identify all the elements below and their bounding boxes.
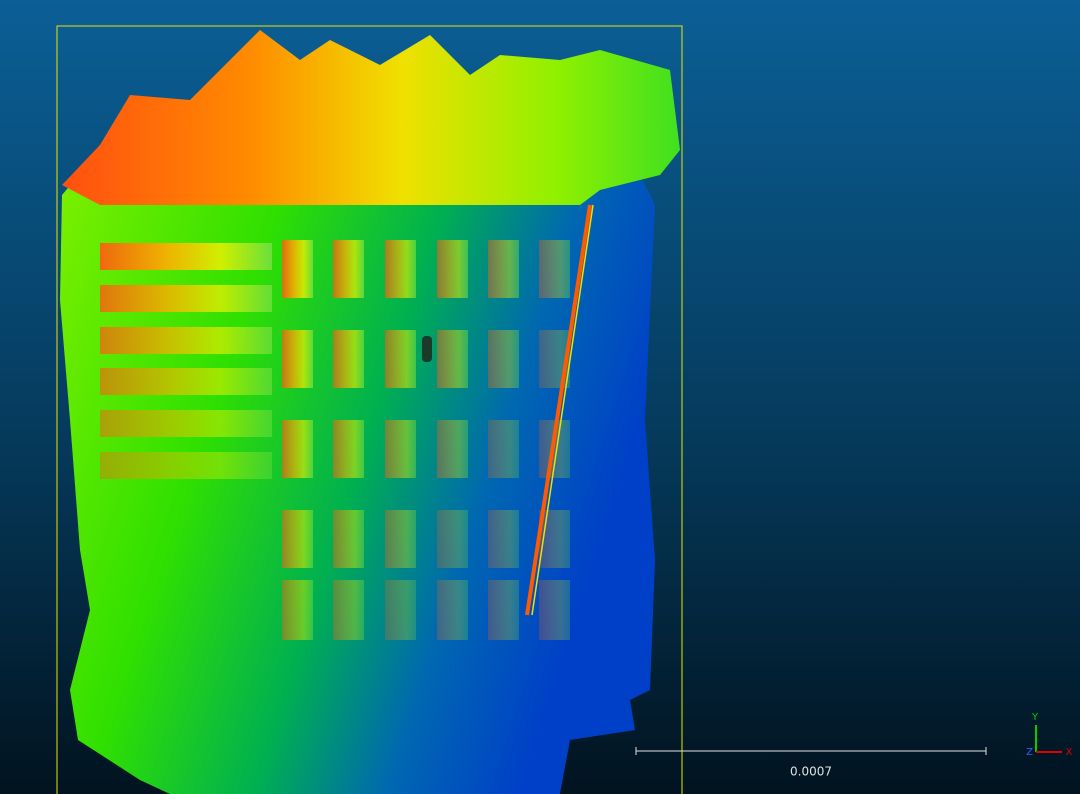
block — [488, 240, 519, 298]
block — [100, 410, 272, 437]
block — [282, 580, 313, 640]
block — [385, 240, 416, 298]
cloud-roof — [62, 30, 680, 205]
crane-edge — [531, 204, 594, 616]
block — [437, 330, 468, 388]
block — [385, 330, 416, 388]
block — [488, 580, 519, 640]
block — [100, 452, 272, 479]
block — [437, 580, 468, 640]
block — [333, 580, 364, 640]
block — [385, 510, 416, 568]
block — [488, 330, 519, 388]
block — [437, 510, 468, 568]
scale-label: 0.0007 — [790, 765, 832, 779]
vehicle — [422, 336, 432, 362]
block — [539, 580, 570, 640]
y-axis-label: Y — [1031, 712, 1039, 723]
block — [100, 368, 272, 395]
block — [437, 420, 468, 478]
x-axis-label: X — [1066, 747, 1073, 758]
block — [539, 510, 570, 568]
block — [282, 510, 313, 568]
block — [488, 420, 519, 478]
block — [385, 420, 416, 478]
block — [333, 330, 364, 388]
block — [333, 240, 364, 298]
block — [100, 285, 272, 312]
block — [282, 420, 313, 478]
block — [488, 510, 519, 568]
point-cloud — [60, 30, 680, 794]
block — [385, 580, 416, 640]
scale-bar: 0.0007 — [635, 747, 987, 779]
block — [333, 510, 364, 568]
block — [100, 243, 272, 270]
bounding-box — [56, 25, 683, 794]
block — [333, 420, 364, 478]
block — [437, 240, 468, 298]
block — [282, 330, 313, 388]
block — [100, 327, 272, 354]
crane-beam — [525, 204, 592, 616]
block — [539, 240, 570, 298]
block — [282, 240, 313, 298]
axis-triad: Y X Z — [1026, 712, 1072, 758]
z-axis-label: Z — [1026, 747, 1033, 758]
